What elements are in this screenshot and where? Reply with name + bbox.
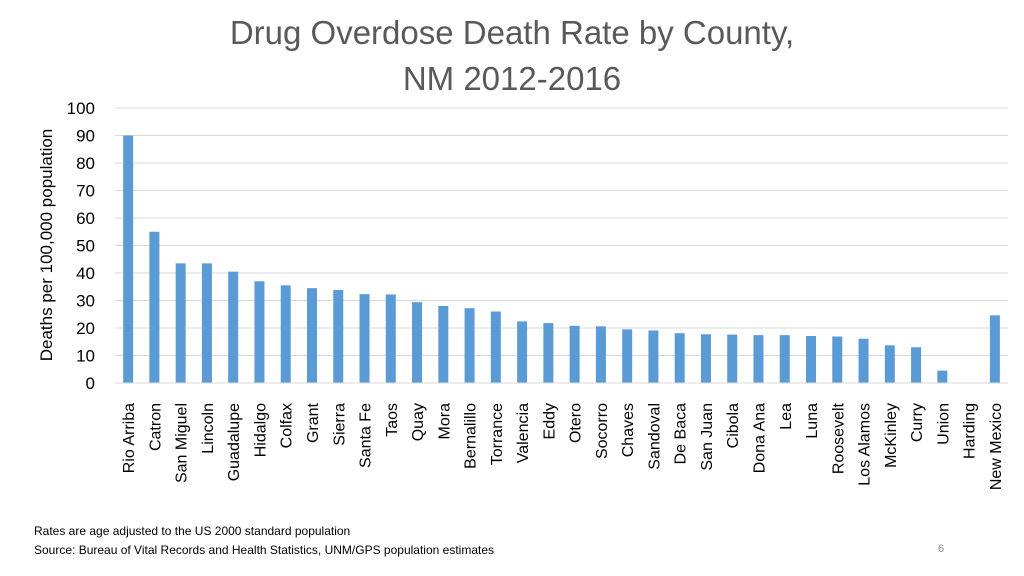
bar-lincoln [201,263,212,383]
x-tick-label: De Baca [673,403,690,464]
bar-taos [385,294,396,383]
x-tick-label: Hidalgo [252,403,269,457]
bar-sierra [333,290,344,383]
bar-mckinley [884,345,895,383]
y-tick-label: 20 [76,319,95,338]
bar-torrance [490,311,501,383]
x-axis-category-labels: Rio Arriba Catron San Miguel Lincoln Guadalu… [121,402,1005,490]
bar-new-mexico [989,315,1000,383]
bar-bernalillo [464,308,475,383]
chart-title-line-2: NM 2012-2016 [402,60,622,97]
y-tick-label: 100 [67,99,95,118]
bar-de-baca [674,333,685,383]
bar-san-juan [700,334,711,383]
chart-title-line-1: Drug Overdose Death Rate by County, [229,14,795,51]
x-tick-label: Quay [410,403,427,441]
bar-san-miguel [175,263,186,383]
bars [123,135,1000,383]
bar-santa-fe [359,294,370,383]
bar-catron [149,231,160,383]
y-tick-label: 40 [76,264,95,283]
footnote-source: Source: Bureau of Vital Records and Heal… [34,543,495,557]
bar-union [937,370,948,383]
x-tick-label: Bernalillo [463,403,480,469]
bar-dona-ana [753,335,764,383]
x-tick-label: Colfax [279,403,296,448]
bar-grant [306,288,317,383]
x-tick-label: Guadalupe [226,403,243,481]
bar-chaves [622,329,633,383]
bar-roosevelt [832,336,843,383]
bar-cibola [727,334,738,383]
x-tick-label: Luna [804,403,821,439]
y-tick-label: 10 [76,347,95,366]
x-tick-label: Harding [962,403,979,459]
x-tick-label: Rio Arriba [121,403,138,473]
x-tick-label: Lea [778,403,795,430]
bar-curry [911,347,922,383]
x-tick-label: Dona Ana [751,403,768,473]
x-tick-label: Curry [909,403,926,442]
bar-otero [569,325,580,383]
y-tick-label: 30 [76,292,95,311]
y-tick-label: 0 [86,374,95,393]
y-tick-label: 90 [76,127,95,146]
x-tick-label: Union [935,403,952,445]
bar-hidalgo [254,281,265,383]
x-tick-label: Eddy [541,403,558,439]
y-tick-label: 80 [76,154,95,173]
x-tick-label: Lincoln [200,403,217,454]
x-tick-label: Los Alamos [857,403,874,486]
bar-eddy [543,323,554,383]
x-tick-label: Mora [436,403,453,440]
bar-lea [779,335,790,383]
y-tick-label: 70 [76,182,95,201]
bar-mora [438,306,449,383]
x-tick-label: Taos [384,403,401,437]
gridlines [115,107,1008,356]
x-tick-label: Socorro [594,403,611,459]
bar-rio-arriba [123,135,134,383]
x-tick-label: Valencia [515,403,532,463]
bar-guadalupe [228,271,239,383]
x-tick-label: Grant [305,402,322,443]
x-tick-label: Sandoval [646,403,663,470]
bar-socorro [595,326,606,383]
x-tick-label: Otero [568,403,585,443]
x-tick-label: Sierra [331,403,348,446]
bar-los-alamos [858,338,869,383]
y-axis-tick-labels: 0 10 20 30 40 50 60 70 80 90 100 [67,99,95,393]
bar-colfax [280,285,291,383]
page-number: 6 [938,543,945,555]
x-tick-label: Catron [147,403,164,451]
x-tick-label: Cibola [725,403,742,448]
x-tick-label: Roosevelt [830,402,847,474]
x-tick-label: Torrance [489,403,506,465]
y-tick-label: 60 [76,209,95,228]
bar-luna [806,335,817,383]
x-tick-label: San Juan [699,403,716,471]
bar-quay [412,302,423,383]
x-tick-label: Santa Fe [358,403,375,468]
chart-title: Drug Overdose Death Rate by County, NM 2… [0,10,1024,102]
y-tick-label: 50 [76,237,95,256]
x-tick-label: McKinley [883,403,900,468]
bar-sandoval [648,330,659,383]
x-tick-label: New Mexico [988,403,1005,490]
footnote-age-adjustment: Rates are age adjusted to the US 2000 st… [34,524,351,538]
y-axis-label: Deaths per 100,000 population [37,129,56,362]
x-tick-label: Chaves [620,403,637,457]
bar-valencia [517,321,528,383]
x-tick-label: San Miguel [174,403,191,483]
